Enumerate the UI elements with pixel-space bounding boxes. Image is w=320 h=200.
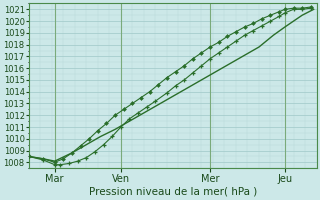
X-axis label: Pression niveau de la mer( hPa ): Pression niveau de la mer( hPa ) <box>89 187 257 197</box>
